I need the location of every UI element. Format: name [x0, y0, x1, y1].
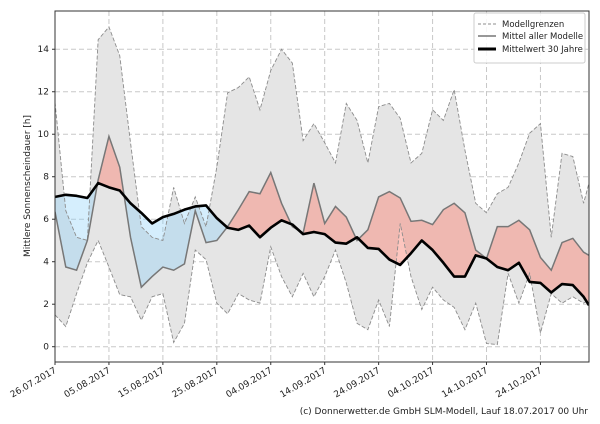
- x-tick-label: 25.08.2017: [171, 366, 221, 400]
- legend-climate-label: Mittelwert 30 Jahre: [502, 45, 583, 55]
- model-range-band: [55, 26, 589, 345]
- lower-bound-line: [55, 223, 589, 346]
- x-tick-label: 14.10.2017: [440, 366, 490, 400]
- y-tick-label: 12: [38, 88, 49, 98]
- footer-credit: (c) Donnerwetter.de GmbH SLM-Modell, Lau…: [300, 407, 589, 417]
- legend-mean-label: Mittel aller Modelle: [502, 32, 583, 42]
- y-tick-label: 10: [38, 130, 50, 140]
- legend-bounds-label: Modellgrenzen: [502, 20, 564, 30]
- x-tick-label: 26.07.2017: [9, 366, 59, 400]
- x-tick-label: 04.10.2017: [386, 366, 436, 400]
- y-tick-label: 14: [38, 45, 50, 55]
- x-tick-label: 15.08.2017: [117, 366, 167, 400]
- above-climate-fill: [55, 136, 589, 306]
- upper-bound-line: [55, 26, 589, 242]
- climate-mean-line: [55, 181, 589, 306]
- legend-box: [473, 12, 586, 64]
- plot-area: [55, 26, 589, 346]
- axes-frame: [54, 10, 590, 363]
- y-tick-label: 6: [43, 215, 49, 225]
- model-mean-line: [55, 133, 589, 289]
- x-tick-label: 05.08.2017: [63, 366, 113, 400]
- x-tick-label: 24.09.2017: [333, 366, 383, 400]
- x-tick-label: 14.09.2017: [279, 366, 329, 400]
- y-tick-label: 8: [43, 173, 49, 183]
- y-axis: 0 2 4 6 8 10 12 14: [38, 45, 55, 353]
- x-tick-label: 24.10.2017: [494, 366, 544, 400]
- y-tick-label: 4: [43, 258, 49, 268]
- x-tick-label: 04.09.2017: [225, 366, 275, 400]
- legend: Modellgrenzen Mittel aller Modelle Mitte…: [473, 12, 586, 64]
- y-tick-label: 0: [43, 343, 49, 353]
- x-axis: 26.07.2017 05.08.2017 15.08.2017 25.08.2017…: [9, 362, 544, 400]
- y-axis-label: Mittlere Sonnenscheindauer [h]: [23, 115, 33, 257]
- y-tick-label: 2: [43, 300, 49, 310]
